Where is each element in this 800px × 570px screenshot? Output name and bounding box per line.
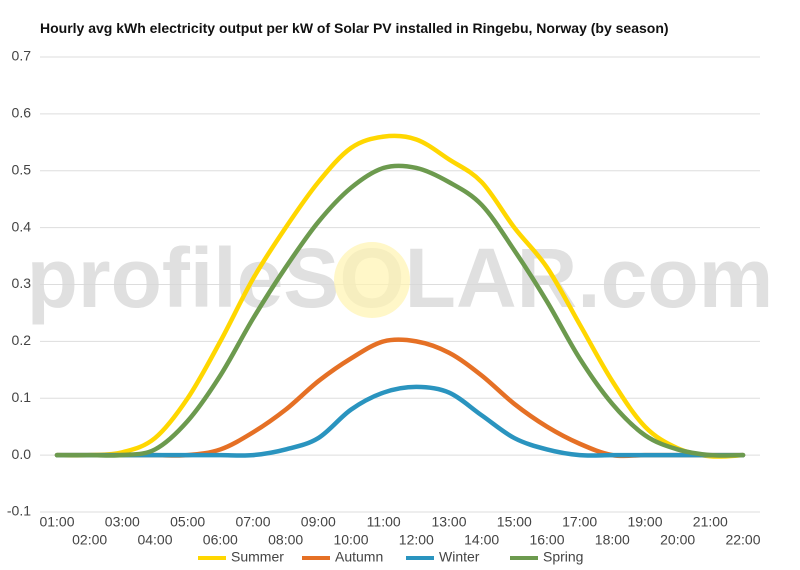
y-tick-label: 0.3 <box>12 275 32 291</box>
series-line <box>54 133 746 459</box>
x-tick-label: 01:00 <box>39 514 74 530</box>
x-tick-label: 10:00 <box>333 532 368 548</box>
y-tick-label: 0.1 <box>12 389 32 405</box>
x-tick-label: 21:00 <box>693 514 728 530</box>
x-tick-label: 22:00 <box>725 532 760 548</box>
x-tick-label: 11:00 <box>367 514 401 530</box>
x-tick-label: 06:00 <box>203 532 238 548</box>
y-tick-label: 0.6 <box>12 105 32 121</box>
legend-label: Spring <box>543 549 583 565</box>
x-tick-label: 17:00 <box>562 514 597 530</box>
legend-label: Summer <box>231 549 284 565</box>
legend-label: Autumn <box>335 549 383 565</box>
y-tick-label: 0.0 <box>12 446 32 462</box>
x-tick-label: 02:00 <box>72 532 107 548</box>
watermark-sun <box>334 242 410 318</box>
x-tick-label: 19:00 <box>627 514 662 530</box>
series-line <box>54 384 746 458</box>
x-tick-label: 18:00 <box>595 532 630 548</box>
x-tick-label: 09:00 <box>301 514 336 530</box>
y-tick-label: 0.5 <box>12 161 32 177</box>
y-tick-label: 0.4 <box>12 218 32 234</box>
y-tick-label: 0.2 <box>12 332 32 348</box>
x-tick-label: 05:00 <box>170 514 205 530</box>
x-tick-label: 12:00 <box>399 532 434 548</box>
x-tick-label: 04:00 <box>137 532 172 548</box>
legend-label: Winter <box>439 549 480 565</box>
x-tick-label: 14:00 <box>464 532 499 548</box>
x-tick-label: 20:00 <box>660 532 695 548</box>
series-line <box>54 163 746 458</box>
chart-title: Hourly avg kWh electricity output per kW… <box>40 20 669 36</box>
x-tick-label: 08:00 <box>268 532 303 548</box>
x-tick-label: 15:00 <box>497 514 532 530</box>
y-tick-label: -0.1 <box>7 503 31 519</box>
x-tick-label: 16:00 <box>529 532 564 548</box>
x-tick-label: 03:00 <box>105 514 140 530</box>
x-tick-label: 07:00 <box>235 514 270 530</box>
x-tick-label: 13:00 <box>431 514 466 530</box>
y-tick-label: 0.7 <box>12 48 32 64</box>
